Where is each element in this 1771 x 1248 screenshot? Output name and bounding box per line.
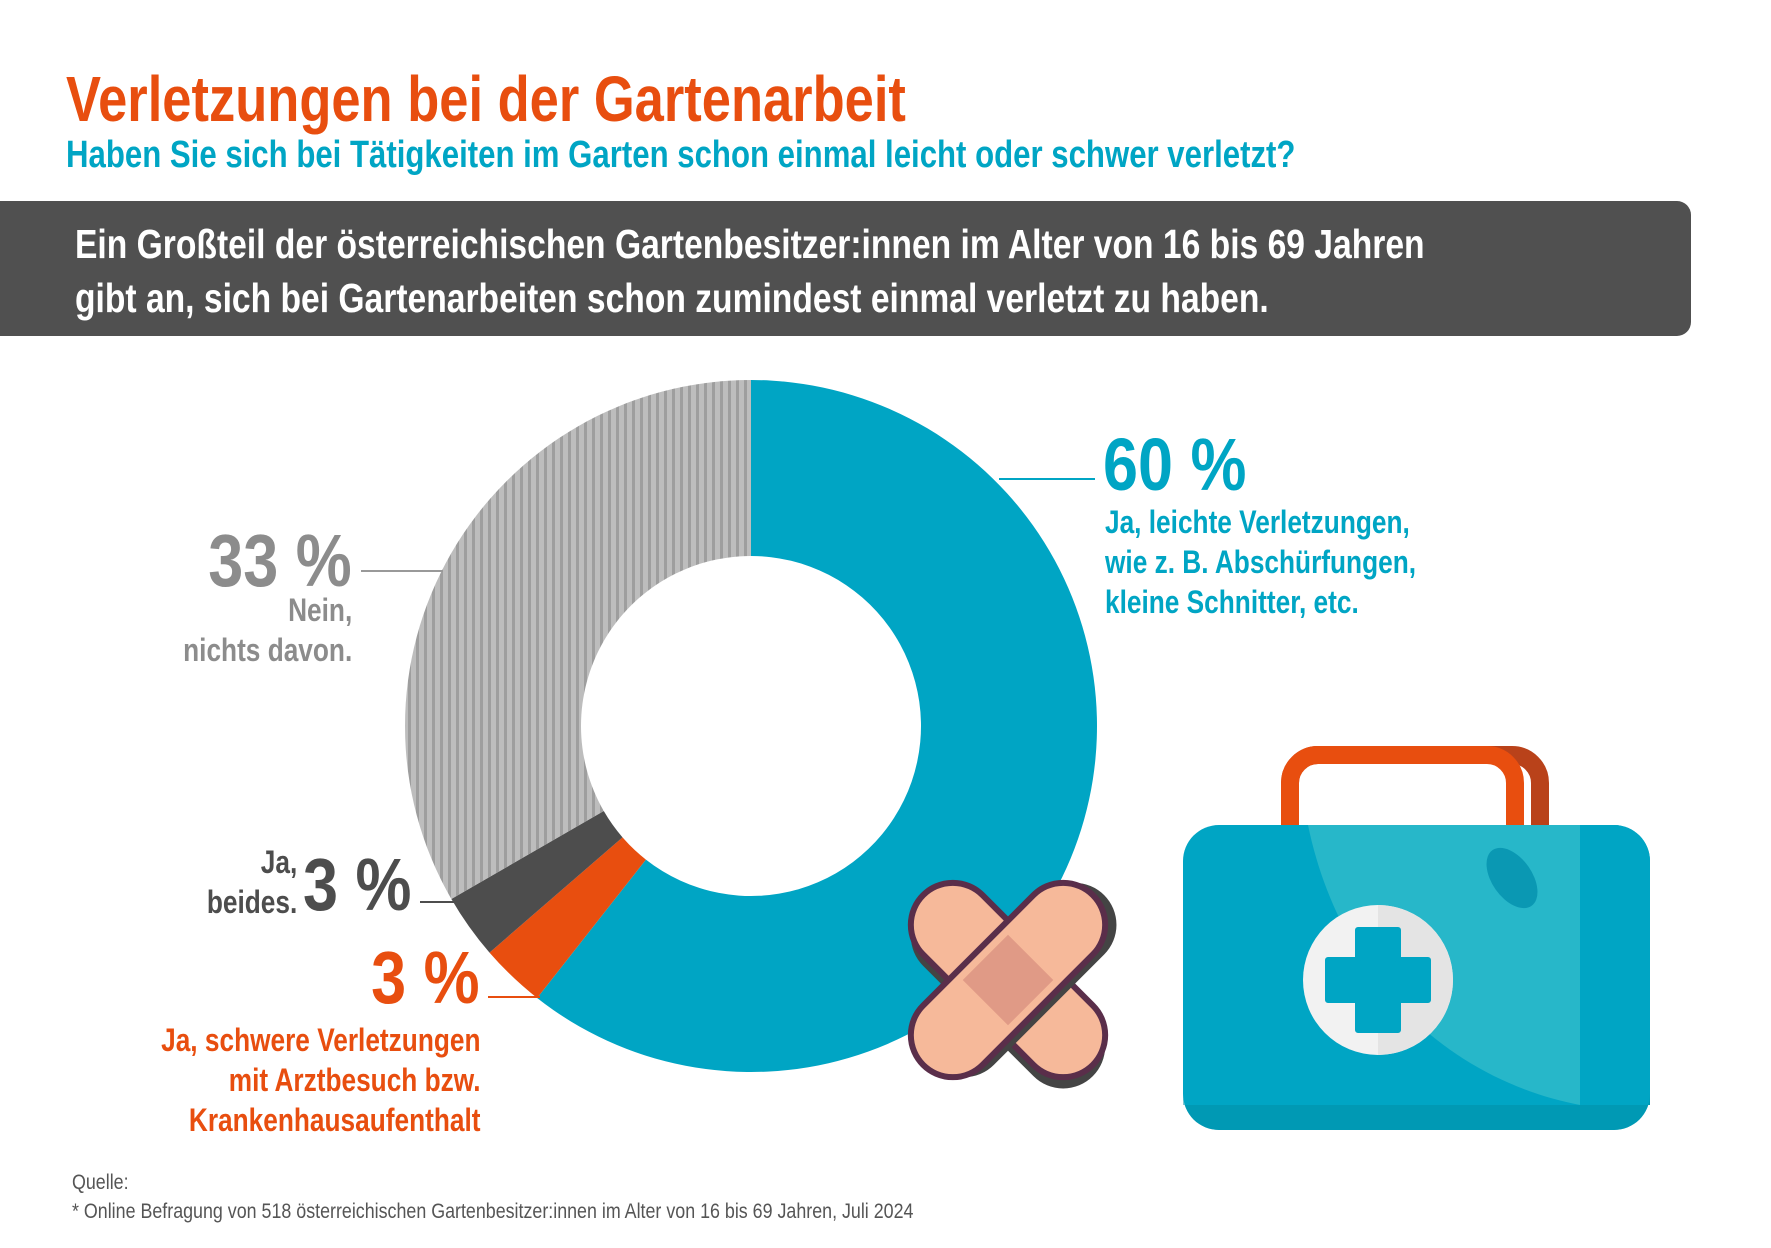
label-line: Ja, (260, 844, 297, 880)
crossed-bandages-icon (907, 879, 1117, 1089)
page-title: Verletzungen bei der Gartenarbeit (66, 63, 906, 135)
slice-value-label: 3 % (303, 843, 412, 926)
donut-slice-1 (489, 837, 646, 998)
summary-line-2: gibt an, sich bei Gartenarbeiten schon z… (75, 275, 1269, 321)
source-note: Quelle: * Online Befragung von 518 öster… (72, 1168, 913, 1226)
label-line: Ja, schwere Verletzungen (160, 1022, 480, 1058)
label-line: mit Arztbesuch bzw. (228, 1062, 480, 1098)
label-line: kleine Schnitter, etc. (1105, 584, 1359, 620)
summary-line-1: Ein Großteil der österreichischen Garten… (75, 221, 1425, 267)
page-subtitle: Haben Sie sich bei Tätigkeiten im Garten… (66, 134, 1296, 176)
slice-category-label: Ja, beides. (207, 842, 297, 922)
label-line: Ja, leichte Verletzungen, (1105, 504, 1410, 540)
donut-slice-3 (405, 380, 751, 899)
donut-slice-2 (451, 811, 623, 953)
source-text: * Online Befragung von 518 österreichisc… (72, 1200, 914, 1223)
source-label: Quelle: (72, 1171, 129, 1194)
slice-category-label: Ja, leichte Verletzungen, wie z. B. Absc… (1105, 502, 1416, 622)
slice-value-label: 60 % (1103, 423, 1247, 506)
summary-banner: Ein Großteil der österreichischen Garten… (0, 201, 1691, 336)
label-line: Krankenhausaufenthalt (188, 1102, 480, 1138)
slice-category-label: Nein, nichts davon. (183, 590, 352, 670)
label-line: wie z. B. Abschürfungen, (1105, 544, 1417, 580)
label-line: beides. (206, 884, 297, 920)
slice-value-label: 33 % (208, 519, 352, 602)
label-line: Nein, (287, 592, 352, 628)
first-aid-kit-icon (1183, 746, 1650, 1130)
slice-value-label: 3 % (371, 936, 480, 1019)
label-line: nichts davon. (182, 632, 352, 668)
slice-category-label: Ja, schwere Verletzungen mit Arztbesuch … (161, 1020, 480, 1140)
